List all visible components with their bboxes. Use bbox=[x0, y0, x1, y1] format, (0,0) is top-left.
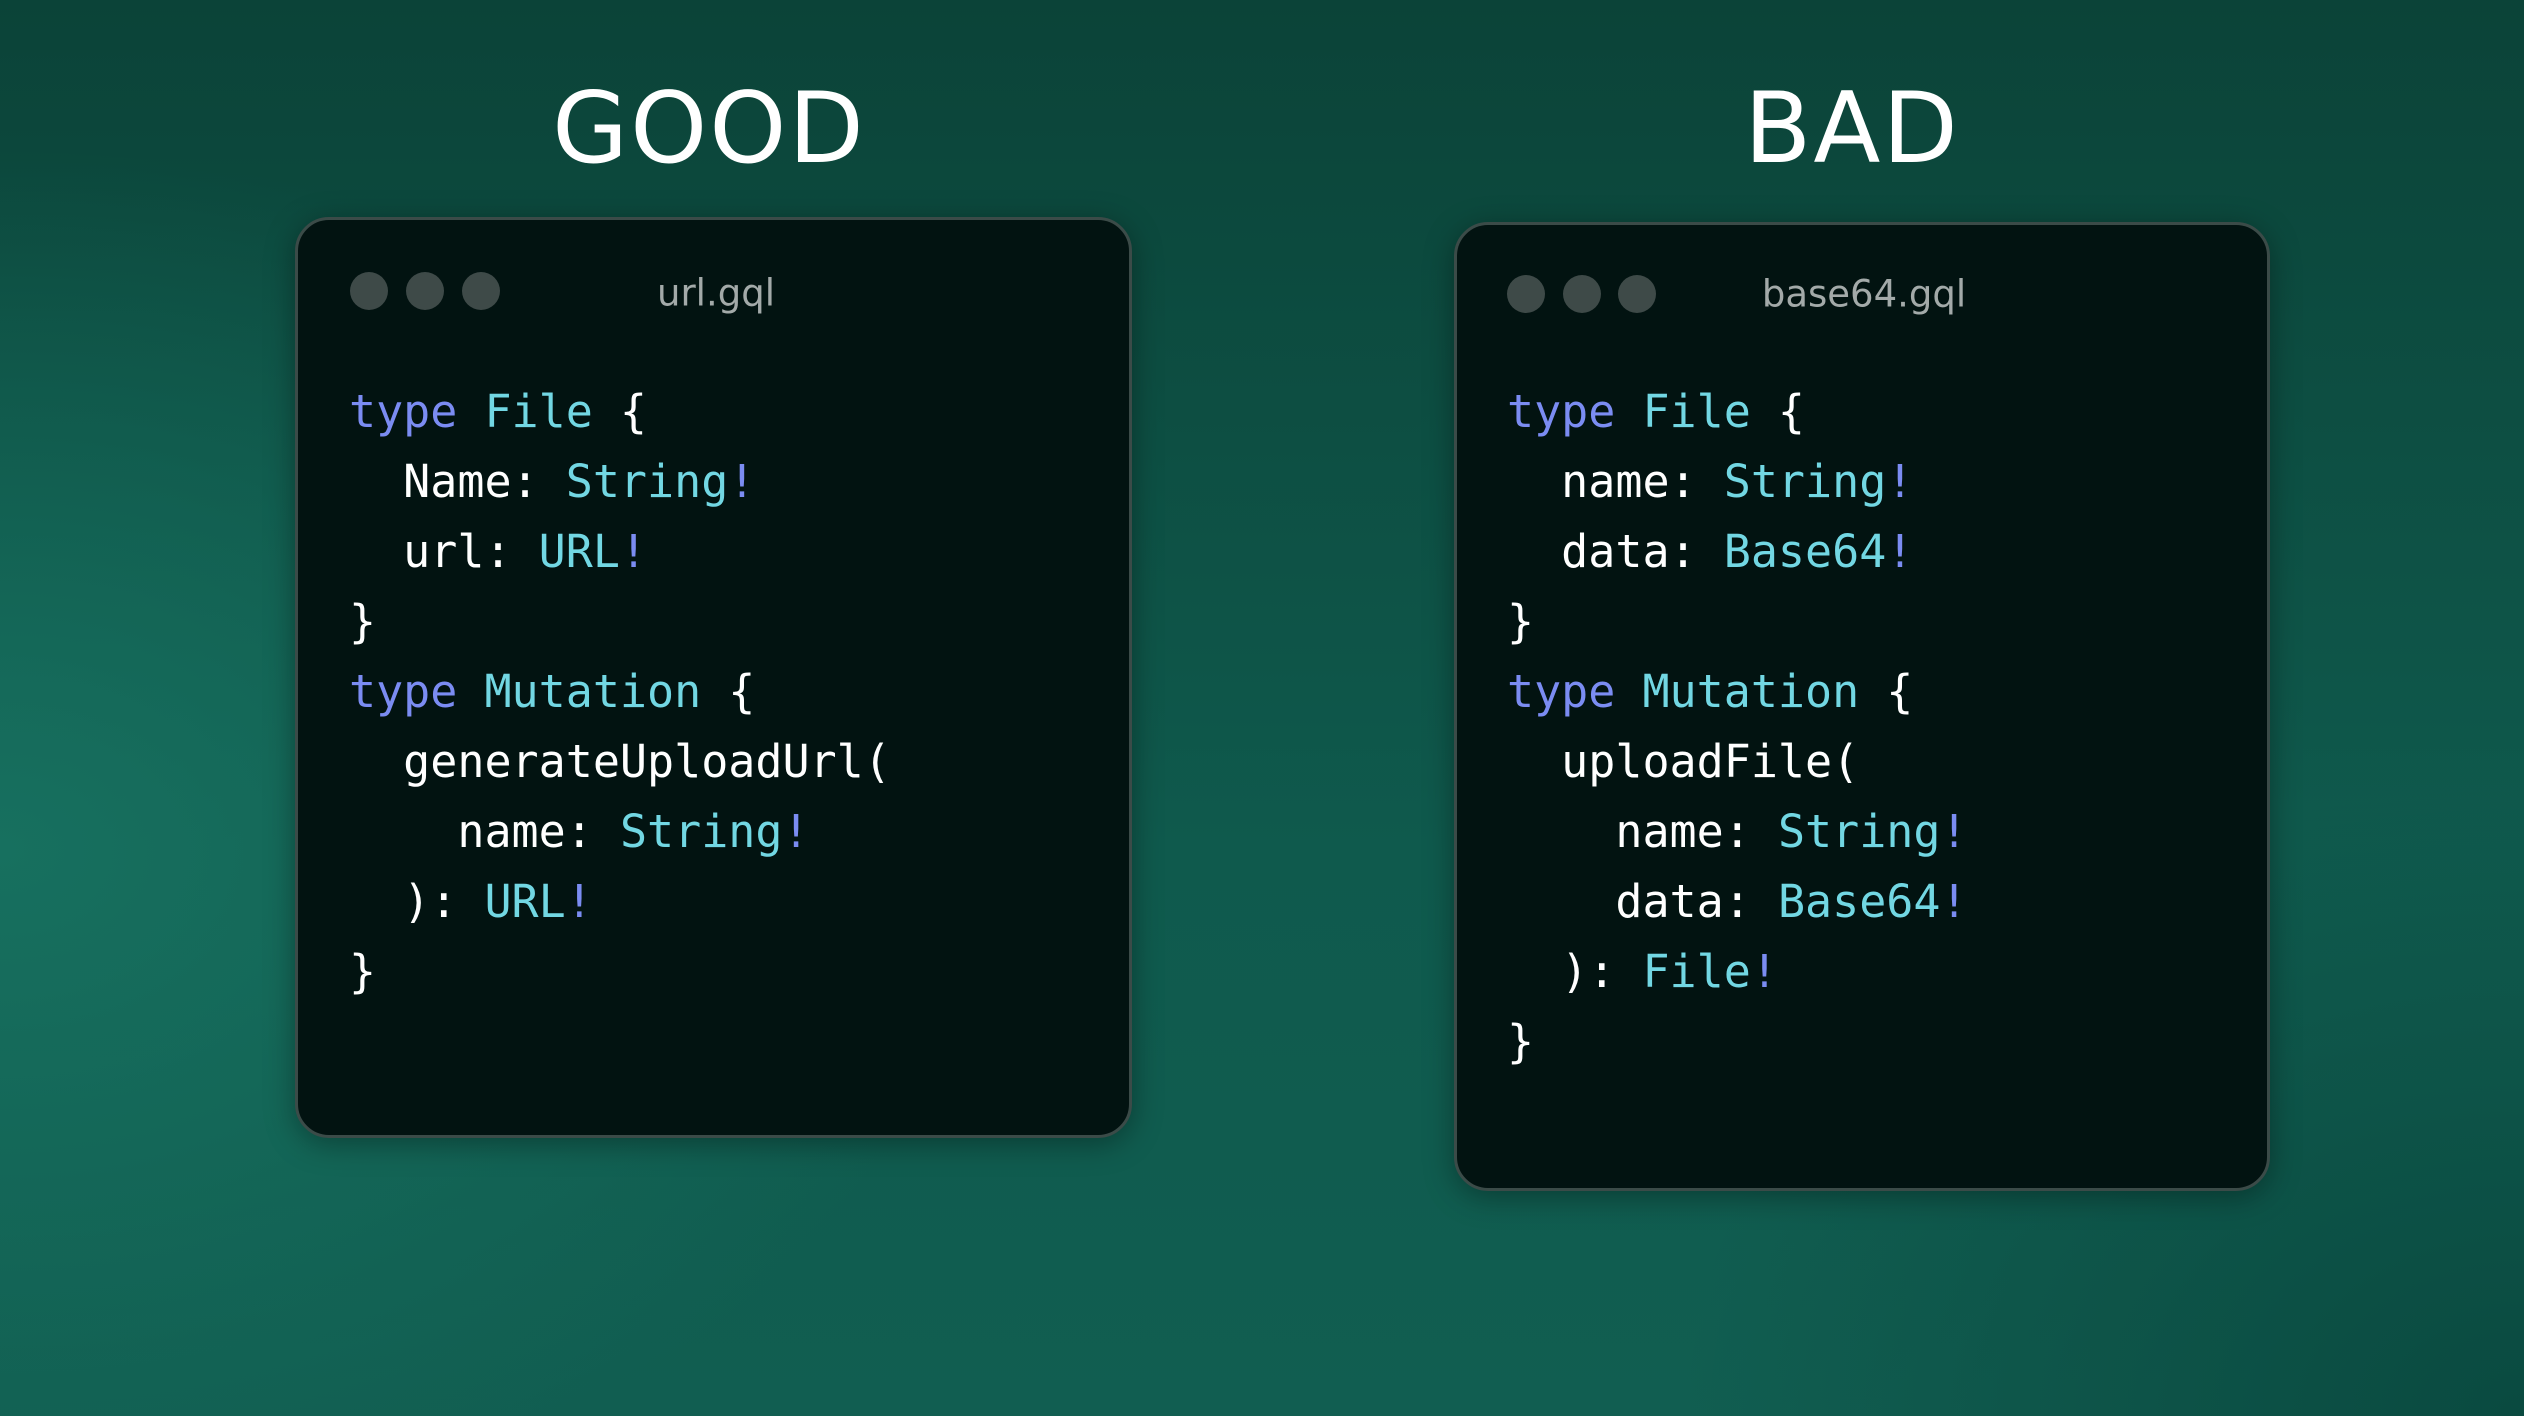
window-dot-icon bbox=[462, 272, 500, 310]
code-token: ): bbox=[349, 875, 485, 928]
code-token: } bbox=[1507, 595, 1535, 648]
code-token: type bbox=[1507, 385, 1643, 438]
code-token: String bbox=[1723, 455, 1887, 508]
code-block: type File { Name: String! url: URL!} type… bbox=[349, 377, 891, 1007]
code-token: type bbox=[349, 385, 485, 438]
bad-heading: BAD bbox=[1744, 72, 1960, 186]
code-token: name: bbox=[1507, 455, 1724, 508]
code-token: { bbox=[1859, 665, 1914, 718]
bad-code-window: base64.gql type File { name: String! dat… bbox=[1454, 222, 2270, 1191]
code-line: uploadFile( bbox=[1507, 727, 1968, 797]
code-line: type File { bbox=[349, 377, 891, 447]
code-token: ! bbox=[619, 525, 648, 578]
code-token: } bbox=[349, 595, 377, 648]
code-token: ! bbox=[728, 455, 756, 508]
window-dot-icon bbox=[350, 272, 388, 310]
code-token: Mutation bbox=[484, 665, 702, 718]
code-token: String bbox=[1777, 805, 1941, 858]
code-token: type bbox=[349, 665, 485, 718]
code-line: } bbox=[349, 587, 891, 657]
code-token: ! bbox=[1886, 455, 1914, 508]
code-line: type Mutation { bbox=[349, 657, 891, 727]
code-token: ! bbox=[1940, 875, 1968, 928]
code-line: name: String! bbox=[1507, 447, 1968, 517]
code-token: ! bbox=[1886, 525, 1914, 578]
code-line: ): File! bbox=[1507, 937, 1968, 1007]
code-line: name: String! bbox=[349, 797, 891, 867]
code-line: name: String! bbox=[1507, 797, 1968, 867]
code-token: name: bbox=[349, 805, 620, 858]
code-token: URL bbox=[538, 525, 620, 578]
code-block: type File { name: String! data: Base64!}… bbox=[1507, 377, 1968, 1077]
code-token: data: bbox=[1507, 875, 1778, 928]
code-line: data: Base64! bbox=[1507, 867, 1968, 937]
code-token: } bbox=[1507, 1015, 1535, 1068]
code-token: File bbox=[1642, 385, 1751, 438]
code-token: generateUploadUrl( bbox=[349, 735, 891, 788]
code-token: { bbox=[592, 385, 648, 438]
code-line: ): URL! bbox=[349, 867, 891, 937]
code-line: data: Base64! bbox=[1507, 517, 1968, 587]
code-token: ! bbox=[565, 875, 593, 928]
window-dot-icon bbox=[406, 272, 444, 310]
window-dot-icon bbox=[1507, 275, 1545, 313]
code-token: { bbox=[1750, 385, 1806, 438]
code-token: File bbox=[484, 385, 593, 438]
code-token: Name: bbox=[349, 455, 566, 508]
code-token: type bbox=[1507, 665, 1643, 718]
code-line: Name: String! bbox=[349, 447, 891, 517]
good-heading: GOOD bbox=[552, 72, 866, 186]
code-line: } bbox=[1507, 1007, 1968, 1077]
code-token: } bbox=[349, 945, 377, 998]
code-token: URL bbox=[484, 875, 566, 928]
code-token: ! bbox=[1940, 805, 1968, 858]
code-token: ! bbox=[1750, 945, 1778, 998]
code-token: url: bbox=[349, 525, 539, 578]
code-token: ! bbox=[782, 805, 810, 858]
code-token: String bbox=[619, 805, 783, 858]
code-token: File bbox=[1642, 945, 1751, 998]
code-line: url: URL! bbox=[349, 517, 891, 587]
code-line: type File { bbox=[1507, 377, 1968, 447]
code-line: } bbox=[349, 937, 891, 1007]
code-token: { bbox=[701, 665, 756, 718]
code-token: uploadFile( bbox=[1507, 735, 1860, 788]
code-line: type Mutation { bbox=[1507, 657, 1968, 727]
code-line: generateUploadUrl( bbox=[349, 727, 891, 797]
window-dot-icon bbox=[1563, 275, 1601, 313]
code-token: Base64 bbox=[1777, 875, 1941, 928]
code-token: Base64 bbox=[1723, 525, 1887, 578]
code-token: String bbox=[565, 455, 729, 508]
window-dot-icon bbox=[1618, 275, 1656, 313]
code-token: data: bbox=[1507, 525, 1724, 578]
code-token: Mutation bbox=[1642, 665, 1860, 718]
code-token: ): bbox=[1507, 945, 1643, 998]
filename: url.gql bbox=[657, 271, 775, 315]
code-line: } bbox=[1507, 587, 1968, 657]
code-token: name: bbox=[1507, 805, 1778, 858]
filename: base64.gql bbox=[1761, 272, 1967, 316]
good-code-window: url.gql type File { Name: String! url: U… bbox=[295, 217, 1132, 1138]
